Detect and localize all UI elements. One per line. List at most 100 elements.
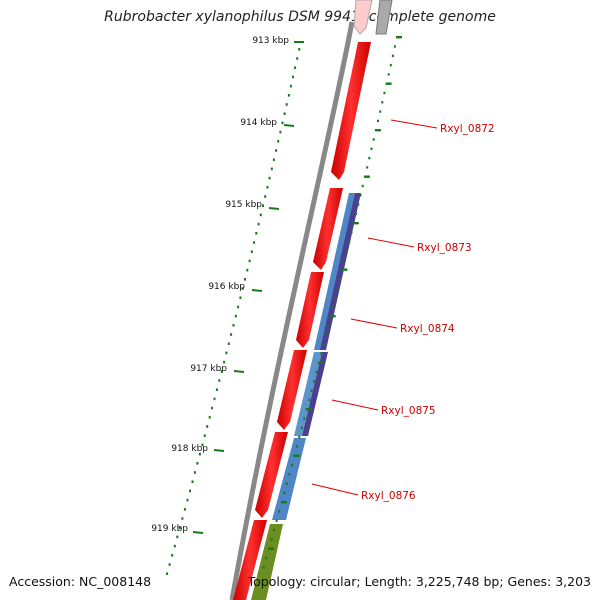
outer-scale-tick (383, 91, 386, 95)
outer-scale-tick (341, 268, 348, 271)
purple-track-feature-b (302, 352, 328, 436)
gene-label[interactable]: Rxyl_0873 (417, 242, 472, 254)
scale-tick-label: 916 kbp (208, 282, 245, 292)
scale-minor-tick (275, 149, 278, 152)
scale-tick-layer: 913 kbp 914 kbp 915 kbp 916 kbp 917 kbp 918 k… (151, 36, 402, 575)
scale-minor-tick (201, 443, 204, 447)
scale-major-tick (192, 531, 204, 534)
outer-scale-tick (363, 175, 370, 178)
scale-minor-tick (298, 48, 301, 51)
cds-rxyl-0873[interactable] (313, 188, 343, 270)
cds-rxyl-0875[interactable] (277, 350, 307, 430)
gene-label-leader-line (350, 318, 398, 329)
outer-scale-tick (374, 129, 381, 132)
scale-minor-tick (244, 278, 246, 281)
outer-scale-tick (283, 491, 286, 495)
outer-scale-tick (285, 482, 288, 485)
blue-track-feature-c (272, 438, 306, 520)
cds-bottom[interactable] (233, 520, 267, 600)
scale-minor-tick (268, 176, 271, 180)
scale-minor-tick (223, 360, 226, 364)
blue-track-feature-b (294, 352, 322, 436)
scale-minor-tick (283, 112, 286, 115)
outer-scale-tick (310, 389, 313, 392)
scale-minor-tick (230, 333, 233, 336)
scale-minor-tick (183, 508, 186, 511)
scale-minor-tick (196, 462, 199, 465)
outer-scale-tick (275, 519, 278, 522)
outer-scale-tick (348, 240, 351, 243)
outer-scale-tick (265, 556, 268, 560)
outer-scale-tick (267, 547, 274, 550)
scale-minor-tick (211, 406, 214, 410)
outer-scale-tick (350, 231, 353, 234)
cds-rxyl-0874[interactable] (296, 272, 324, 348)
scale-tick-label: 919 kbp (151, 524, 188, 534)
outer-scale-tick (357, 203, 360, 206)
scale-minor-tick (227, 342, 230, 345)
scale-major-tick (251, 289, 263, 292)
outer-scale-tick (377, 119, 379, 123)
gene-label[interactable]: Rxyl_0872 (440, 123, 495, 135)
scale-minor-tick (285, 103, 288, 106)
scale-minor-tick (272, 158, 275, 161)
gene-label-leader-line (390, 119, 438, 129)
outer-scale-tick (361, 184, 364, 188)
scale-minor-tick (257, 222, 260, 226)
scale-minor-tick (277, 140, 280, 143)
outer-scale-tick (313, 380, 315, 383)
scale-tick-label: 913 kbp (252, 36, 289, 46)
scale-minor-tick (255, 232, 258, 235)
outer-scale-tick (325, 333, 327, 336)
outer-scale-tick (317, 361, 324, 364)
scale-minor-tick (281, 121, 284, 125)
scale-minor-tick (191, 480, 194, 483)
outer-scale-tick (381, 101, 384, 104)
top-cds-fragment (353, 0, 373, 35)
scale-minor-tick (237, 305, 240, 309)
outer-scale-tick (393, 45, 396, 48)
outer-scale-tick (327, 324, 330, 327)
scale-minor-tick (289, 84, 292, 88)
scale-minor-tick (270, 167, 273, 171)
outer-scale-tick (278, 510, 281, 513)
outer-scale-tick (343, 259, 346, 262)
outer-scale-tick (329, 315, 336, 318)
scale-minor-tick (232, 324, 235, 327)
olive-track-feature (251, 524, 283, 600)
genome-summary-text: Topology: circular; Length: 3,225,748 bp… (247, 574, 591, 589)
outer-scale-tick (334, 296, 337, 299)
outer-scale-tick (372, 138, 375, 141)
cds-rxyl-0872[interactable] (331, 42, 371, 180)
outer-scale-tick (315, 370, 318, 374)
outer-scale-tick (359, 194, 362, 197)
gene-label[interactable]: Rxyl_0876 (361, 490, 416, 502)
outer-scale-tick (396, 36, 402, 39)
scale-major-tick (213, 449, 225, 452)
outer-scale-tick (300, 426, 303, 429)
genome-title: Rubrobacter xylanophilus DSM 9941, compl… (104, 9, 496, 25)
scale-minor-tick (294, 66, 297, 69)
cds-rxyl-0876[interactable] (255, 432, 288, 518)
outer-scale-tick (288, 473, 291, 476)
scale-minor-tick (186, 498, 189, 502)
scale-minor-tick (296, 57, 299, 60)
scale-minor-tick (250, 250, 253, 253)
scale-tick-label: 918 kbp (171, 444, 208, 454)
scale-major-tick (283, 124, 295, 127)
scale-minor-tick (171, 554, 174, 557)
scale-minor-tick (203, 434, 206, 437)
outer-scale-tick (280, 501, 287, 504)
scale-minor-tick (198, 452, 201, 456)
gene-label[interactable]: Rxyl_0875 (381, 405, 436, 417)
scale-minor-tick (181, 517, 184, 520)
blue-track-feature-a (314, 193, 355, 350)
outer-scale-tick (305, 408, 312, 411)
gene-label[interactable]: Rxyl_0874 (400, 323, 455, 335)
scale-minor-tick (262, 204, 264, 207)
scale-minor-tick (206, 425, 209, 428)
scale-minor-tick (246, 268, 249, 272)
scale-tick-label: 917 kbp (190, 364, 227, 374)
